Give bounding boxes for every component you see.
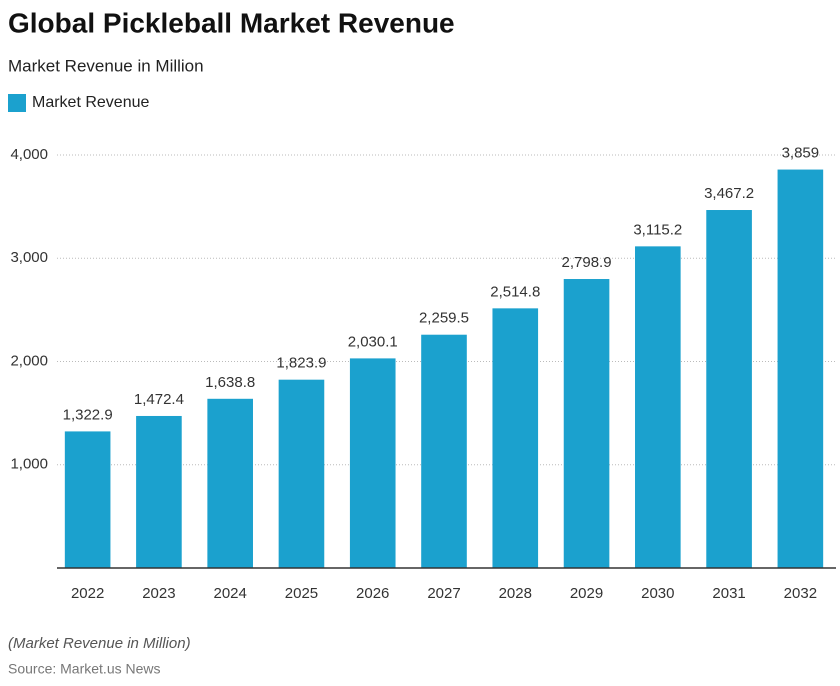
- x-tick-label: 2023: [142, 585, 175, 602]
- y-tick-label: 2,000: [10, 352, 48, 369]
- value-label: 1,322.9: [63, 406, 113, 423]
- bar: [278, 379, 325, 568]
- x-tick-label: 2028: [499, 585, 532, 602]
- x-tick-label: 2032: [784, 585, 817, 602]
- x-tick-label: 2031: [712, 585, 745, 602]
- value-label: 3,467.2: [704, 185, 754, 202]
- bar: [777, 169, 824, 569]
- bar: [563, 279, 610, 568]
- chart-subtitle: Market Revenue in Million: [8, 56, 204, 75]
- source: Source: Market.us News: [8, 661, 161, 677]
- value-label: 1,472.4: [134, 391, 184, 408]
- value-label: 2,030.1: [348, 333, 398, 350]
- bar: [635, 246, 681, 569]
- bar: [349, 358, 396, 568]
- value-label: 1,638.8: [205, 374, 255, 391]
- value-label: 2,259.5: [419, 310, 469, 327]
- bar: [421, 334, 467, 568]
- value-label: 3,859: [782, 145, 820, 162]
- legend-label: Market Revenue: [32, 94, 149, 111]
- y-tick-label: 4,000: [10, 146, 48, 163]
- bar: [492, 308, 539, 568]
- value-label: 3,115.2: [633, 221, 682, 238]
- y-tick-label: 1,000: [10, 456, 48, 473]
- value-label: 1,823.9: [276, 355, 326, 372]
- y-tick-label: 3,000: [10, 249, 48, 266]
- chart-title: Global Pickleball Market Revenue: [8, 7, 455, 38]
- value-label: 2,514.8: [490, 283, 540, 300]
- bar: [136, 415, 182, 568]
- x-tick-label: 2022: [71, 585, 104, 602]
- bar: [706, 210, 752, 568]
- value-label: 2,798.9: [562, 254, 612, 271]
- x-tick-label: 2024: [213, 585, 246, 602]
- x-tick-label: 2029: [570, 585, 603, 602]
- note: (Market Revenue in Million): [8, 635, 191, 652]
- bar: [207, 398, 253, 568]
- bar: [64, 431, 111, 568]
- x-tick-label: 2030: [641, 585, 674, 602]
- x-tick-label: 2025: [285, 585, 318, 602]
- x-tick-label: 2026: [356, 585, 389, 602]
- x-tick-label: 2027: [427, 585, 460, 602]
- legend-swatch: [8, 94, 26, 112]
